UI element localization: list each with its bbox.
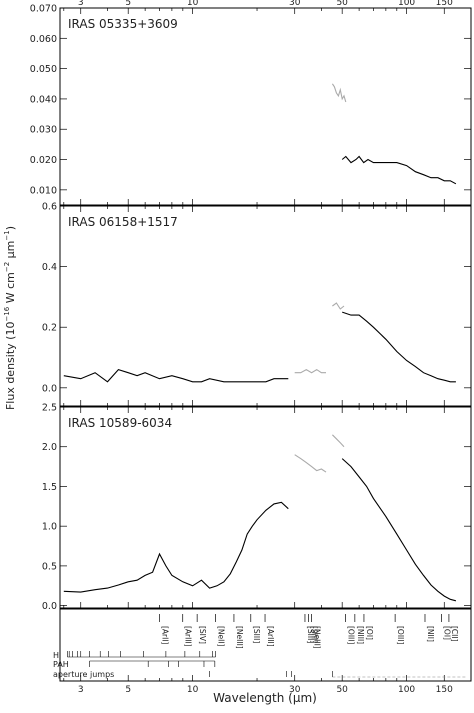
y-axis-label-exp2: −2: [3, 262, 11, 272]
spectrum-series-3-4: [341, 458, 457, 602]
y-tick-label: 1.5: [42, 482, 57, 493]
top-tick-label: 100: [398, 0, 415, 8]
line-id-label: [CII]: [450, 626, 459, 642]
y-tick-label: 1.0: [42, 522, 57, 533]
spectrum-series-3-2: [294, 454, 327, 473]
top-tick-label: 150: [436, 0, 453, 8]
y-tick-label: 0.5: [42, 561, 57, 572]
y-axis-label-close: ): [4, 226, 17, 230]
line-id-label: [NeIII]: [313, 626, 322, 649]
line-group-label: aperture jumps: [53, 670, 114, 679]
x-axis-label: Wavelength (μm): [213, 691, 317, 705]
spectrum-series-3-3: [332, 434, 345, 448]
line-id-label: [ArIII]: [266, 626, 275, 647]
panel-1-title: IRAS 05335+3609: [68, 17, 178, 31]
y-tick-label: 2.0: [42, 442, 57, 453]
y-axis-label-exp3: −1: [3, 230, 11, 240]
y-tick-label: 0.040: [30, 94, 57, 105]
y-tick-label: 0.050: [30, 64, 57, 75]
panel-3-frame: [59, 406, 472, 609]
spectrum-series-2-4: [342, 311, 456, 383]
y-tick-label: 0.020: [30, 155, 57, 166]
spectrum-series-2-1: [63, 368, 289, 383]
line-id-label: [OI]: [442, 626, 451, 640]
spectrum-series-3-1: [63, 501, 289, 593]
line-id-label: [OIII]: [396, 626, 405, 644]
line-id-label: [NIII]: [356, 626, 365, 644]
y-tick-label: 0.0: [42, 383, 57, 394]
bottom-tick-label: 10: [187, 685, 199, 695]
line-id-panel-frame: [59, 608, 472, 682]
spectrum-series-2-2: [294, 368, 326, 374]
top-tick-label: 5: [125, 0, 131, 8]
spectrum-series-2-3: [332, 302, 345, 310]
chart-marks: 0.0100.0200.0300.0400.0500.0600.0700.00.…: [30, 0, 472, 695]
bottom-tick-label: 5: [125, 685, 131, 695]
spectrum-series-1-2: [341, 155, 457, 185]
panel-2-title: IRAS 06158+1517: [68, 215, 178, 229]
line-id-label: [OI]: [365, 626, 374, 640]
panel-2-frame: [59, 205, 472, 407]
line-id-label: [NeII]: [217, 626, 226, 647]
y-tick-label: 0.2: [42, 323, 57, 334]
spectrum-series-1-1: [331, 83, 347, 103]
line-id-label: [SIV]: [198, 626, 207, 644]
y-tick-label: 0.030: [30, 125, 57, 136]
y-tick-label: 0.0: [42, 601, 57, 612]
y-axis-label-mu: μm: [4, 241, 17, 262]
line-id-label: [SiII]: [309, 626, 318, 643]
y-axis-label-exp: −16: [3, 306, 11, 321]
line-group-label: HI: [53, 651, 61, 660]
line-id-label: [SIII]: [252, 626, 261, 643]
y-tick-label: 0.6: [42, 202, 57, 213]
bottom-tick-label: 100: [398, 685, 415, 695]
line-id-label: [NeIII]: [235, 626, 244, 649]
bottom-tick-label: 50: [336, 685, 348, 695]
bottom-tick-label: 30: [289, 685, 301, 695]
bottom-tick-label: 150: [436, 685, 453, 695]
y-tick-label: 0.4: [42, 262, 57, 273]
line-id-label: [ArIII]: [184, 626, 193, 647]
top-tick-label: 30: [289, 0, 301, 8]
top-tick-label: 3: [78, 0, 84, 8]
line-id-label: [ArII]: [160, 626, 169, 645]
y-tick-label: 0.060: [30, 34, 57, 45]
top-tick-label: 10: [187, 0, 199, 8]
line-group-label: PAH: [53, 660, 69, 669]
line-id-label: [NII]: [426, 626, 435, 642]
y-axis-label-main: Flux density (10: [4, 322, 17, 410]
line-id-label: [OIII]: [346, 626, 355, 644]
y-axis-label-unit: W cm: [4, 272, 17, 307]
panel-1-frame: [59, 7, 472, 206]
panel-3-title: IRAS 10589-6034: [68, 416, 172, 430]
bottom-tick-label: 3: [78, 685, 84, 695]
y-tick-label: 0.070: [30, 4, 57, 15]
top-tick-label: 50: [336, 0, 348, 8]
line-id-label: [SIII]: [306, 626, 315, 643]
y-tick-label: 2.5: [42, 403, 57, 414]
y-tick-label: 0.010: [30, 185, 57, 196]
y-axis-label: Flux density (10−16 W cm−2 μm−1): [3, 226, 17, 410]
